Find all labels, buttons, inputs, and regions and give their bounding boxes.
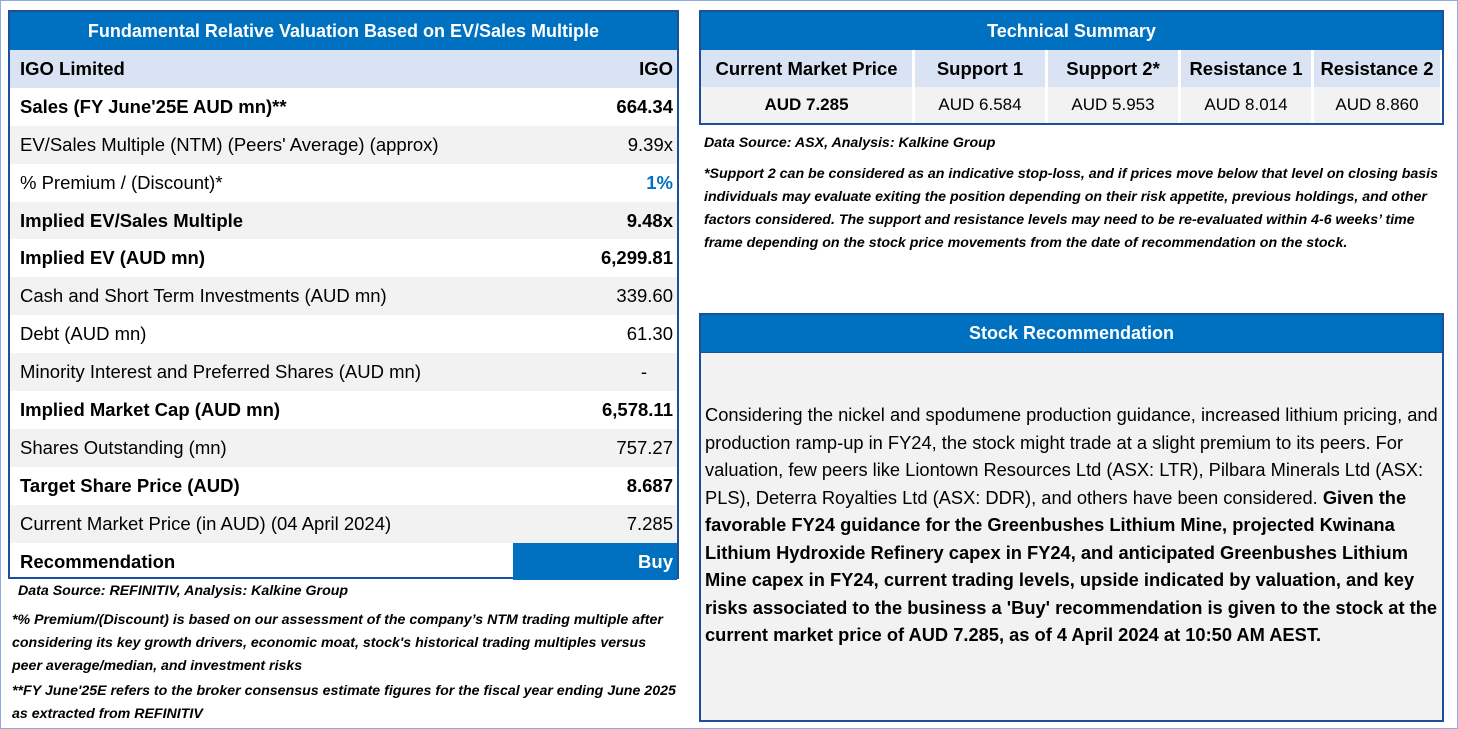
row-label: Implied Market Cap (AUD mn) <box>20 398 281 420</box>
table-row: EV/Sales Multiple (NTM) (Peers' Average)… <box>10 125 677 164</box>
row-label: Shares Outstanding (mn) <box>20 436 227 458</box>
table-row: Implied Market Cap (AUD mn) 6,578.11 <box>10 391 677 429</box>
row-value: 339.60 <box>616 285 673 307</box>
tech-column-current-price: Current Market Price AUD 7.285 <box>701 50 912 123</box>
recommendation-row: Recommendation Buy <box>10 542 677 581</box>
tech-value-cell: AUD 6.584 <box>915 87 1045 123</box>
table-row: Minority Interest and Preferred Shares (… <box>10 353 677 392</box>
technical-source: Data Source: ASX, Analysis: Kalkine Grou… <box>704 135 996 151</box>
tech-header-cell: Support 2* <box>1048 50 1178 87</box>
row-label: Current Market Price (in AUD) (04 April … <box>20 512 392 534</box>
tech-header-cell: Resistance 1 <box>1181 50 1311 87</box>
tech-value-cell: AUD 5.953 <box>1048 87 1178 123</box>
row-value: 9.39x <box>627 133 673 155</box>
row-value: 757.27 <box>616 436 673 458</box>
row-value: 6,578.11 <box>602 398 673 420</box>
table-row: Current Market Price (in AUD) (04 April … <box>10 504 677 543</box>
table-row: Implied EV/Sales Multiple 9.48x <box>10 201 677 240</box>
row-value: 61.30 <box>626 323 673 345</box>
row-label: Cash and Short Term Investments (AUD mn) <box>20 285 387 307</box>
tech-value-cell: AUD 8.860 <box>1314 87 1440 123</box>
row-label: Sales (FY June'25E AUD mn)** <box>20 95 287 117</box>
row-label: Implied EV (AUD mn) <box>20 247 206 269</box>
table-row: Cash and Short Term Investments (AUD mn)… <box>10 277 677 316</box>
row-value: 664.34 <box>616 95 673 117</box>
tech-column-resistance-1: Resistance 1 AUD 8.014 <box>1181 50 1311 123</box>
row-value: - <box>640 361 647 383</box>
tech-header-cell: Current Market Price <box>701 50 912 87</box>
stock-recommendation-box: Stock Recommendation Considering the nic… <box>699 313 1444 722</box>
tech-header-cell: Resistance 2 <box>1314 50 1440 87</box>
fy-footnote: **FY June'25E refers to the broker conse… <box>12 683 676 722</box>
table-row: Sales (FY June'25E AUD mn)** 664.34 <box>10 88 677 126</box>
row-value: 7.285 <box>626 512 673 534</box>
table-row: Target Share Price (AUD) 8.687 <box>10 467 677 505</box>
row-label: Implied EV/Sales Multiple <box>20 209 244 231</box>
row-label: Minority Interest and Preferred Shares (… <box>20 361 421 383</box>
premium-footnote: *% Premium/(Discount) is based on our as… <box>12 612 663 674</box>
row-label: Debt (AUD mn) <box>20 323 147 345</box>
tech-value-cell: AUD 8.014 <box>1181 87 1311 123</box>
table-row: Debt (AUD mn) 61.30 <box>10 315 677 353</box>
tech-value-cell: AUD 7.285 <box>701 87 912 123</box>
recommendation-value: Buy <box>513 542 677 581</box>
row-value: 1% <box>646 171 673 193</box>
valuation-title: Fundamental Relative Valuation Based on … <box>10 12 677 50</box>
table-row: IGO Limited IGO <box>10 50 677 88</box>
row-label: EV/Sales Multiple (NTM) (Peers' Average)… <box>20 133 439 155</box>
tech-header-cell: Support 1 <box>915 50 1045 87</box>
table-row: Implied EV (AUD mn) 6,299.81 <box>10 239 677 277</box>
technical-summary-table: Technical Summary Current Market Price A… <box>699 10 1444 125</box>
valuation-source: Data Source: REFINITIV, Analysis: Kalkin… <box>18 583 349 599</box>
recommendation-title: Stock Recommendation <box>701 315 1442 353</box>
row-label: Recommendation <box>20 550 176 572</box>
row-value: 6,299.81 <box>600 247 673 269</box>
recommendation-text-regular: Considering the nickel and spodumene pro… <box>705 404 1438 508</box>
row-label: IGO Limited <box>20 57 125 79</box>
row-value: 9.48x <box>626 209 673 231</box>
recommendation-text-bold: Given the favorable FY24 guidance for th… <box>705 486 1438 646</box>
row-value: 8.687 <box>626 474 673 496</box>
technical-title: Technical Summary <box>701 12 1442 50</box>
row-label: % Premium / (Discount)* <box>20 171 223 193</box>
row-value: IGO <box>639 57 673 79</box>
recommendation-text: Considering the nickel and spodumene pro… <box>705 401 1439 649</box>
row-label: Target Share Price (AUD) <box>20 474 240 496</box>
valuation-table: Fundamental Relative Valuation Based on … <box>8 10 679 581</box>
tech-column-support-1: Support 1 AUD 6.584 <box>915 50 1045 123</box>
tech-column-resistance-2: Resistance 2 AUD 8.860 <box>1314 50 1440 123</box>
tech-column-support-2: Support 2* AUD 5.953 <box>1048 50 1178 123</box>
table-row: Shares Outstanding (mn) 757.27 <box>10 428 677 467</box>
support-footnote: *Support 2 can be considered as an indic… <box>704 166 1439 251</box>
table-row: % Premium / (Discount)* 1% <box>10 164 677 202</box>
